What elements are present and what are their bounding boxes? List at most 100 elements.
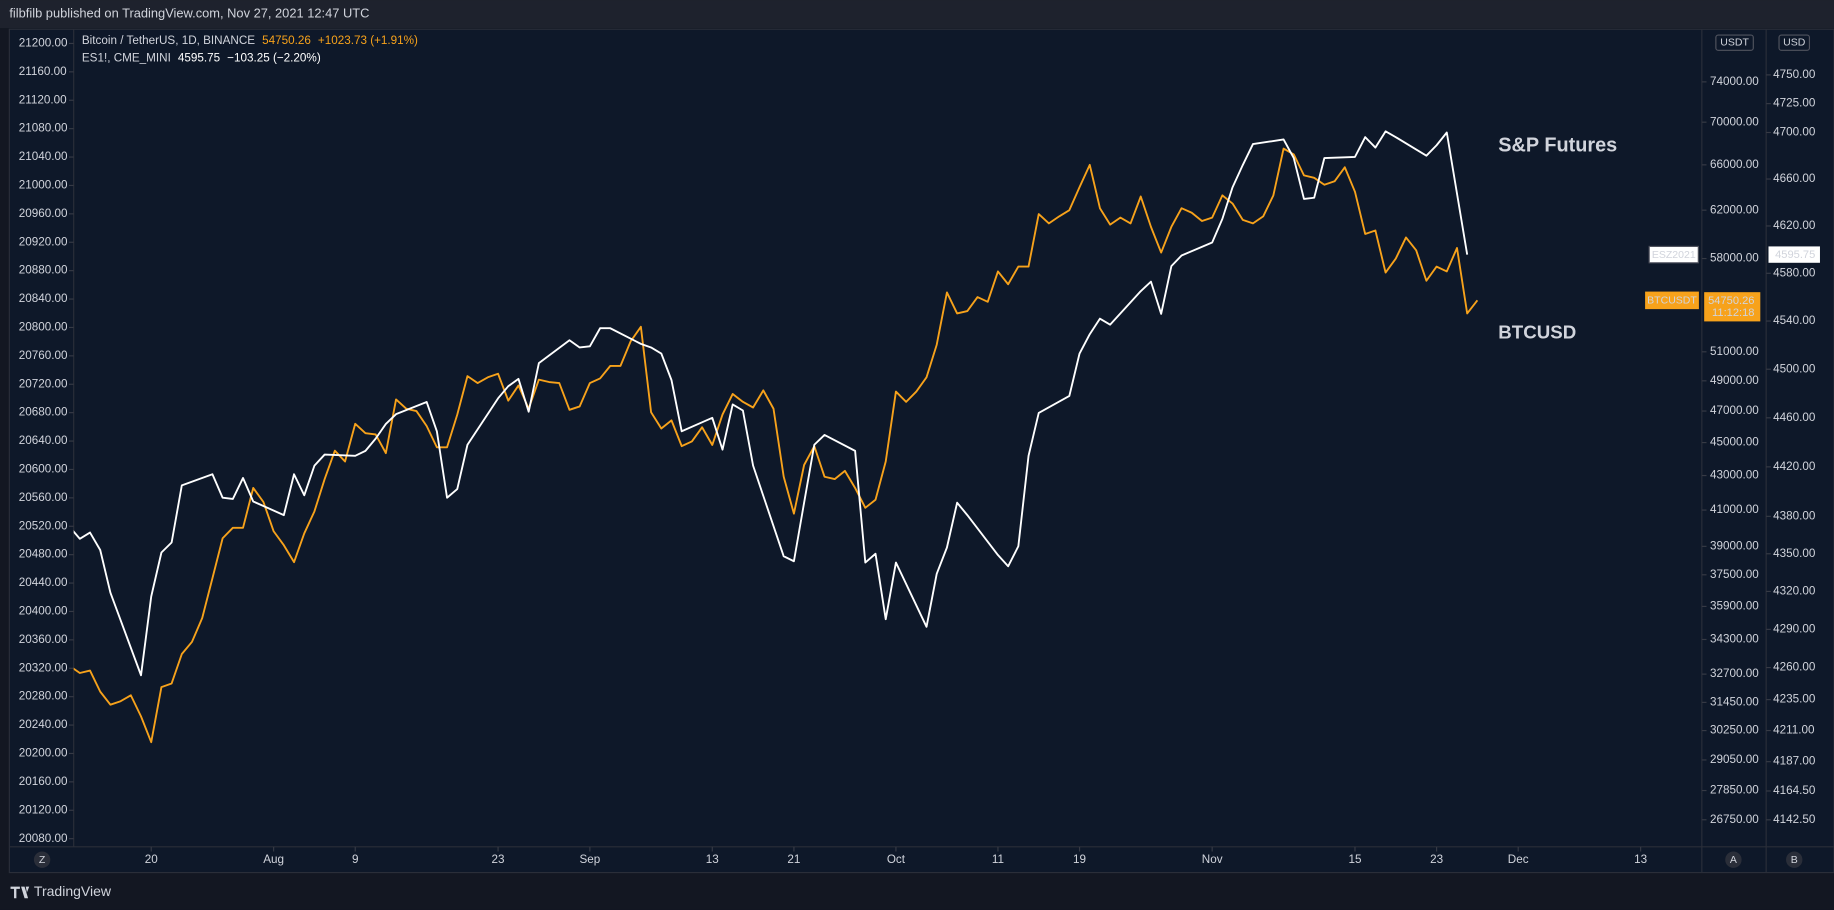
control-button[interactable] (33, 851, 51, 868)
y-tick-label: 4420.00 (1773, 460, 1816, 473)
y-tick-label: 20360.00 (19, 633, 68, 646)
y-tick-label: 4620.00 (1773, 219, 1816, 232)
y-tick-label: 20880.00 (19, 264, 68, 277)
y-tick-label: 4380.00 (1773, 509, 1816, 522)
x-tick-label: 9 (352, 853, 359, 866)
y-tick-label: 29050.00 (1710, 753, 1759, 766)
y-tick-label: 37500.00 (1710, 568, 1759, 581)
y-tick-label: 4235.00 (1773, 693, 1816, 706)
legend-label: ES1!, CME_MINI (82, 52, 171, 65)
y-tick-label: 4460.00 (1773, 411, 1816, 424)
axis-unit: USD (1783, 36, 1806, 48)
y-tick-label: 58000.00 (1710, 252, 1759, 265)
y-tick-label: 45000.00 (1710, 436, 1759, 449)
y-tick-label: 4750.00 (1773, 68, 1816, 81)
series-line (73, 147, 1479, 744)
price-tag-name: ESZ2021 (1652, 249, 1696, 261)
y-tick-label: 20720.00 (19, 377, 68, 390)
y-tick-label: 20480.00 (19, 548, 68, 561)
x-tick-label: 20 (145, 853, 159, 866)
y-tick-label: 20600.00 (19, 463, 68, 476)
y-tick-label: 21080.00 (19, 122, 68, 135)
control-label[interactable]: A (1730, 854, 1737, 866)
annotation: S&P Futures (1498, 134, 1617, 156)
y-tick-label: 4142.50 (1773, 813, 1816, 826)
price-tag-value: 4595.75 (1775, 249, 1815, 261)
control-button[interactable] (1725, 851, 1742, 868)
x-tick-label: Aug (263, 853, 284, 866)
price-tag-countdown: 11:12:18 (1712, 307, 1754, 319)
y-tick-label: 4290.00 (1773, 622, 1816, 635)
y-tick-label: 4725.00 (1773, 97, 1816, 110)
y-tick-label: 4660.00 (1773, 172, 1816, 185)
y-tick-label: 20440.00 (19, 576, 68, 589)
legend-entry: ES1!, CME_MINI 4595.75 −103.25 (−2.20%) (82, 52, 321, 65)
legend-label: Bitcoin / TetherUS, 1D, BINANCE (82, 34, 255, 47)
legend-change: +1023.73 (+1.91%) (318, 34, 418, 47)
y-tick-label: 20800.00 (19, 321, 68, 334)
y-tick-label: 20960.00 (19, 207, 68, 220)
y-tick-label: 20400.00 (19, 605, 68, 618)
y-tick-label: 30250.00 (1710, 724, 1759, 737)
axis-unit-badge (1778, 34, 1811, 51)
x-tick-label: 19 (1073, 853, 1086, 866)
y-tick-label: 51000.00 (1710, 345, 1759, 358)
y-tick-label: 4260.00 (1773, 661, 1816, 674)
control-label[interactable]: B (1791, 854, 1798, 866)
y-tick-label: 31450.00 (1710, 695, 1759, 708)
series-line (73, 130, 1469, 677)
x-tick-label: 13 (1634, 853, 1647, 866)
legend-entry: Bitcoin / TetherUS, 1D, BINANCE 54750.26 +… (82, 34, 418, 47)
y-tick-label: 4700.00 (1773, 126, 1816, 139)
y-tick-label: 26750.00 (1710, 813, 1759, 826)
price-tag-value-bg (1768, 246, 1820, 263)
y-tick-label: 43000.00 (1710, 469, 1759, 482)
price-tag-name-bg (1645, 291, 1699, 310)
price-tag-value-bg (1704, 292, 1761, 322)
y-tick-label: 20240.00 (19, 718, 68, 731)
price-tag-name: BTCUSDT (1647, 295, 1697, 307)
y-tick-label: 34300.00 (1710, 633, 1759, 646)
control-button[interactable] (1786, 851, 1803, 868)
y-tick-label: 20640.00 (19, 434, 68, 447)
x-tick-label: 23 (1430, 853, 1443, 866)
y-tick-label: 4211.00 (1773, 724, 1815, 737)
control-label[interactable]: Z (39, 854, 46, 866)
y-tick-label: 41000.00 (1710, 503, 1759, 516)
x-tick-label: Oct (887, 853, 906, 866)
y-tick-label: 21160.00 (19, 65, 67, 78)
y-tick-label: 4540.00 (1773, 314, 1816, 327)
x-tick-label: Nov (1202, 853, 1223, 866)
legend-value: 4595.75 (178, 52, 221, 65)
x-tick-label: 15 (1348, 853, 1362, 866)
plot-area (73, 130, 1479, 744)
y-tick-label: 74000.00 (1710, 75, 1759, 88)
annotation: BTCUSD (1498, 321, 1576, 342)
y-tick-label: 20680.00 (19, 406, 68, 419)
y-tick-label: 20520.00 (19, 519, 68, 532)
y-tick-label: 32700.00 (1710, 667, 1759, 680)
y-tick-label: 4164.50 (1773, 784, 1816, 797)
y-tick-label: 66000.00 (1710, 158, 1759, 171)
y-tick-label: 20200.00 (19, 747, 68, 760)
x-tick-label: 11 (992, 853, 1004, 866)
y-tick-label: 4350.00 (1773, 547, 1816, 560)
axis-unit-badge (1715, 34, 1754, 51)
legend-value: 54750.26 (262, 34, 311, 47)
x-tick-label: 21 (787, 853, 800, 866)
y-tick-label: 4500.00 (1773, 362, 1816, 375)
y-tick-label: 20160.00 (19, 775, 68, 788)
x-tick-label: 13 (706, 853, 719, 866)
x-tick-label: Dec (1508, 853, 1529, 866)
y-tick-label: 21200.00 (19, 37, 68, 50)
y-tick-label: 20920.00 (19, 235, 68, 248)
y-tick-label: 4580.00 (1773, 266, 1816, 279)
byline: filbfilb published on TradingView.com, N… (9, 5, 369, 20)
y-tick-label: 21040.00 (19, 150, 68, 163)
y-tick-label: 20760.00 (19, 349, 68, 362)
x-tick-label: Sep (579, 853, 600, 866)
y-tick-label: 70000.00 (1710, 115, 1759, 128)
y-tick-label: 47000.00 (1710, 404, 1759, 417)
